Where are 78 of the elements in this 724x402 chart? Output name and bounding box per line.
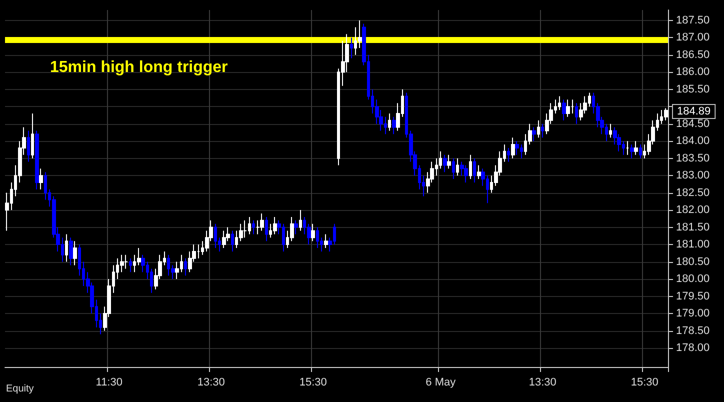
candlestick [324,234,328,248]
x-tick-label: 15:30 [299,376,327,388]
candlestick [65,234,68,262]
y-tick-label: 180.50 [676,256,710,268]
candlestick [31,112,34,159]
y-tick-label: 181.00 [676,238,710,251]
candlestick [469,154,472,180]
candlestick [537,120,540,138]
candlestick [129,258,132,273]
candlestick [294,220,298,235]
x-tick-label: 11:30 [96,376,122,388]
candlestick [575,102,578,124]
candlestick [69,237,73,266]
y-tick-label: 178.00 [676,342,710,354]
y-tick-label: 182.50 [676,186,710,199]
candlestick [443,154,447,173]
candlestick [456,158,459,176]
candlestick [626,140,629,156]
candlestick [299,210,302,232]
candlestick [124,254,128,270]
candlestick [515,140,519,156]
ref-line-label: 15min high long trigger [50,58,228,76]
text: Equity [6,384,34,394]
y-tick-label: 183.00 [676,170,710,182]
candlestick [566,99,570,118]
x-tick-label: 15:30 [630,376,658,388]
candlestick [464,164,468,183]
y-tick-label: 181.50 [676,221,710,234]
y-tick-label: 187.50 [676,14,710,26]
x-tick-label: 6 May [426,376,456,388]
candlestick [27,130,30,162]
candlestick [184,258,187,276]
candlestick [39,168,43,190]
candlestick [350,37,353,59]
candlestick [392,116,396,135]
y-tick-label: 183.50 [676,152,710,164]
candlestick [473,158,476,183]
candlestick [507,147,510,162]
candlestick [562,99,566,121]
y-tick-label: 179.00 [676,308,710,320]
y-tick-label: 186.00 [676,66,710,78]
candlestick [214,223,217,248]
candlestick [664,108,668,121]
text: 184.89 [677,106,711,118]
y-tick-label: 179.50 [676,290,710,302]
x-tick-label: 13:30 [528,376,556,388]
y-tick-label: 185.50 [676,83,710,96]
y-tick-label: 186.50 [676,48,710,61]
x-tick-label: 13:30 [197,376,225,388]
candlestick [447,154,451,170]
candlestick [541,123,544,138]
candlestick [316,226,319,248]
candlestick [311,223,315,242]
candlestick [35,130,39,190]
candlestick [252,220,255,235]
candlestick [273,216,277,235]
candlestick [260,213,264,232]
candlestick [609,123,612,138]
candlestick [388,112,391,132]
candlestick [630,144,634,159]
candlestick [73,240,77,266]
candlestick [222,230,226,248]
y-tick-label: 184.00 [676,135,710,148]
candlestick [477,164,481,180]
candlestick [231,230,234,252]
candlestick [511,137,515,159]
y-tick-label: 178.50 [676,324,710,337]
candlestick [265,216,268,242]
y-tick-label: 180.00 [676,273,710,286]
candlestick [452,158,455,180]
y-tick-label: 182.00 [676,204,710,216]
candlestick [558,96,561,111]
y-tick-label: 184.50 [676,118,710,130]
candlestick [532,126,536,142]
y-tick-label: 187.00 [676,32,710,44]
candlestick [243,220,247,238]
candlestick [639,144,642,159]
candlestick [634,140,638,156]
